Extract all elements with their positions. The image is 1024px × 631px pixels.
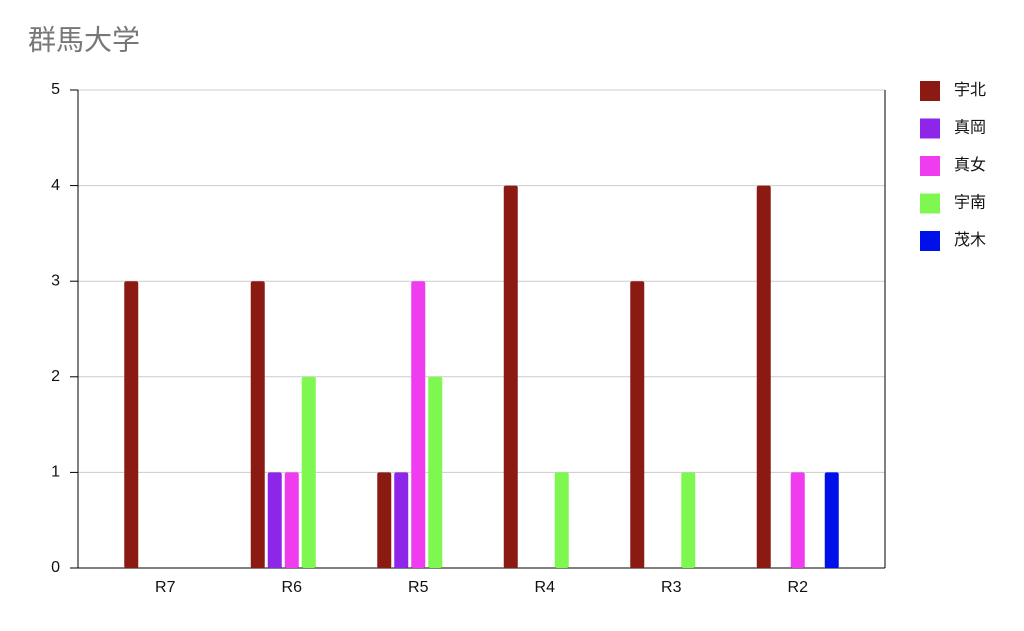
legend-swatch: [920, 156, 940, 176]
legend-swatch: [920, 193, 940, 214]
x-tick-label: R6: [282, 579, 303, 596]
bar: [681, 472, 696, 568]
y-tick-label: 3: [51, 272, 60, 289]
y-tick-label: 5: [51, 81, 60, 98]
legend-label: 宇南: [954, 194, 986, 212]
legend-label: 真女: [954, 155, 986, 174]
legend-swatch: [920, 81, 940, 101]
x-tick-label: R4: [535, 579, 556, 596]
y-tick-label: 4: [51, 177, 60, 194]
bar: [756, 185, 771, 568]
legend-swatch: [920, 118, 940, 139]
bar: [428, 376, 443, 568]
y-tick-label: 2: [51, 368, 60, 385]
bar: [790, 472, 805, 568]
bar: [124, 281, 139, 568]
bar: [554, 472, 569, 568]
bar: [284, 472, 299, 568]
bar: [267, 472, 282, 568]
chart-title: 群馬大学: [28, 24, 140, 55]
bar: [411, 281, 426, 568]
legend-swatch: [920, 231, 940, 251]
bar: [301, 376, 316, 568]
x-tick-label: R5: [408, 579, 429, 596]
y-tick-label: 0: [51, 559, 60, 576]
bar: [503, 185, 518, 568]
legend-label: 真岡: [954, 119, 986, 137]
bar: [824, 472, 839, 568]
bar: [630, 281, 645, 568]
x-tick-label: R7: [155, 579, 176, 596]
x-tick-label: R2: [788, 579, 809, 596]
bar: [250, 281, 265, 568]
y-tick-label: 1: [51, 464, 60, 481]
bar: [394, 472, 409, 568]
x-tick-label: R3: [661, 579, 682, 596]
legend-label: 茂木: [954, 231, 986, 249]
bar: [377, 472, 392, 568]
legend-label: 宇北: [954, 81, 986, 99]
